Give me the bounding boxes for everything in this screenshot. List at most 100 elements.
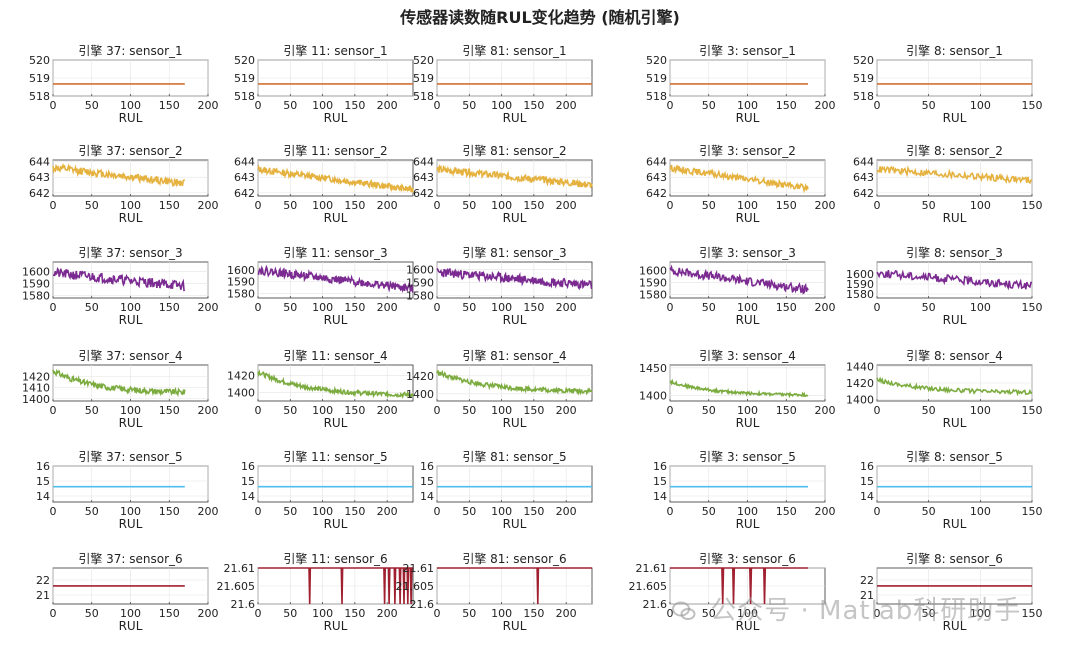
subplot-18: 0 50 100 150 200 1400 1420 引擎 81: sensor_4 RUL	[406, 348, 593, 430]
subplot-3: 0 50 100 150 200 518 519 520 引擎 81: sensor_1 RUL	[413, 43, 593, 125]
y-tick-label: 520	[413, 54, 434, 67]
x-tick-label: 150	[159, 99, 180, 112]
x-tick-label: 100	[120, 505, 141, 518]
x-tick-label: 150	[344, 505, 365, 518]
y-tick-label: 644	[29, 156, 50, 169]
y-tick-label: 1450	[639, 362, 667, 375]
x-tick-label: 0	[255, 99, 262, 112]
x-tick-label: 100	[491, 404, 512, 417]
y-tick-label: 1420	[22, 370, 50, 383]
y-tick-label: 1400	[22, 393, 50, 406]
x-tick-label: 100	[970, 199, 991, 212]
x-tick-label: 50	[85, 199, 99, 212]
x-axis-label: RUL	[943, 211, 967, 225]
x-tick-label: 100	[737, 99, 758, 112]
x-tick-label: 0	[874, 607, 881, 620]
series-line	[876, 376, 1033, 397]
y-tick-label: 519	[234, 72, 255, 85]
x-tick-label: 200	[377, 607, 398, 620]
x-tick-label: 0	[874, 505, 881, 518]
x-tick-label: 100	[120, 99, 141, 112]
subplot-title: 引擎 3: sensor_4	[699, 348, 796, 363]
y-tick-label: 21.605	[217, 580, 256, 593]
y-tick-label: 15	[860, 475, 874, 488]
x-tick-label: 200	[198, 99, 219, 112]
axes-box	[876, 465, 1033, 503]
x-axis-label: RUL	[119, 211, 143, 225]
x-tick-label: 150	[776, 301, 797, 314]
x-axis-label: RUL	[324, 211, 348, 225]
x-tick-label: 200	[556, 99, 577, 112]
x-tick-label: 150	[523, 99, 544, 112]
y-tick-label: 519	[646, 72, 667, 85]
subplot-10: 0 50 100 150 642 643 644 引擎 8: sensor_2 RUL	[853, 143, 1043, 225]
y-tick-label: 1400	[639, 389, 667, 402]
y-tick-label: 21.61	[403, 562, 435, 575]
x-tick-label: 150	[523, 607, 544, 620]
x-tick-label: 100	[120, 404, 141, 417]
x-tick-label: 200	[377, 505, 398, 518]
x-tick-label: 0	[434, 199, 441, 212]
y-tick-label: 1580	[639, 288, 667, 301]
subplot-title: 引擎 8: sensor_3	[906, 245, 1003, 260]
x-tick-label: 150	[344, 199, 365, 212]
x-tick-label: 50	[85, 607, 99, 620]
y-tick-label: 1400	[227, 386, 255, 399]
y-tick-label: 16	[653, 460, 667, 473]
x-axis-label: RUL	[119, 619, 143, 633]
x-tick-label: 100	[491, 607, 512, 620]
x-tick-label: 0	[667, 404, 674, 417]
y-tick-label: 1590	[846, 278, 874, 291]
x-tick-label: 200	[556, 505, 577, 518]
y-tick-label: 518	[413, 90, 434, 103]
x-tick-label: 150	[523, 505, 544, 518]
subplot-23: 0 50 100 150 200 14 15 16 引擎 81: sensor_5 RUL	[420, 449, 593, 531]
x-tick-label: 50	[922, 607, 936, 620]
x-tick-label: 100	[491, 199, 512, 212]
subplot-title: 引擎 3: sensor_2	[699, 143, 796, 158]
x-tick-label: 150	[159, 505, 180, 518]
subplot-28: 0 50 100 150 200 21.6 21.605 21.61 引擎 81: sensor…	[396, 551, 593, 633]
x-tick-label: 50	[922, 505, 936, 518]
x-tick-label: 50	[922, 404, 936, 417]
subplot-7: 0 50 100 150 200 642 643 644 引擎 11: sensor_2 RUL	[234, 143, 414, 225]
subplot-title: 引擎 11: sensor_2	[283, 143, 387, 158]
x-tick-label: 0	[667, 505, 674, 518]
y-tick-label: 21.605	[396, 580, 435, 593]
x-tick-label: 150	[776, 505, 797, 518]
x-axis-label: RUL	[324, 416, 348, 430]
x-tick-label: 0	[50, 404, 57, 417]
y-tick-label: 518	[646, 90, 667, 103]
x-tick-label: 50	[85, 505, 99, 518]
x-tick-label: 50	[702, 607, 716, 620]
x-tick-label: 150	[1022, 199, 1043, 212]
series-line	[258, 567, 413, 605]
y-tick-label: 1400	[846, 393, 874, 406]
x-tick-label: 150	[344, 99, 365, 112]
subplot-title: 引擎 11: sensor_5	[283, 449, 387, 464]
x-tick-label: 150	[776, 404, 797, 417]
subplot-title: 引擎 81: sensor_3	[462, 245, 566, 260]
x-tick-label: 0	[50, 607, 57, 620]
x-tick-label: 100	[970, 99, 991, 112]
series-line	[257, 264, 414, 294]
y-tick-label: 16	[241, 460, 255, 473]
x-axis-label: RUL	[503, 313, 527, 327]
subplot-title: 引擎 81: sensor_6	[462, 551, 566, 566]
y-tick-label: 14	[860, 490, 874, 503]
x-tick-label: 200	[198, 199, 219, 212]
x-tick-label: 100	[737, 199, 758, 212]
x-tick-label: 150	[523, 301, 544, 314]
x-tick-label: 100	[312, 505, 333, 518]
y-tick-label: 519	[853, 72, 874, 85]
x-axis-label: RUL	[736, 111, 760, 125]
y-tick-label: 16	[860, 460, 874, 473]
x-tick-label: 50	[283, 607, 297, 620]
subplot-title: 引擎 3: sensor_3	[699, 245, 796, 260]
x-tick-label: 50	[922, 199, 936, 212]
axes-box	[876, 159, 1033, 197]
x-tick-label: 0	[434, 99, 441, 112]
